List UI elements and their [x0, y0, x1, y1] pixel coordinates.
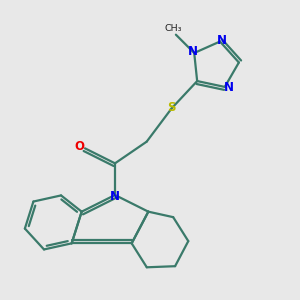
Text: N: N [110, 190, 120, 203]
Text: N: N [224, 81, 234, 94]
Text: N: N [217, 34, 227, 47]
Text: O: O [74, 140, 84, 153]
Text: CH₃: CH₃ [164, 24, 182, 33]
Text: N: N [188, 45, 197, 58]
Text: S: S [167, 100, 175, 113]
